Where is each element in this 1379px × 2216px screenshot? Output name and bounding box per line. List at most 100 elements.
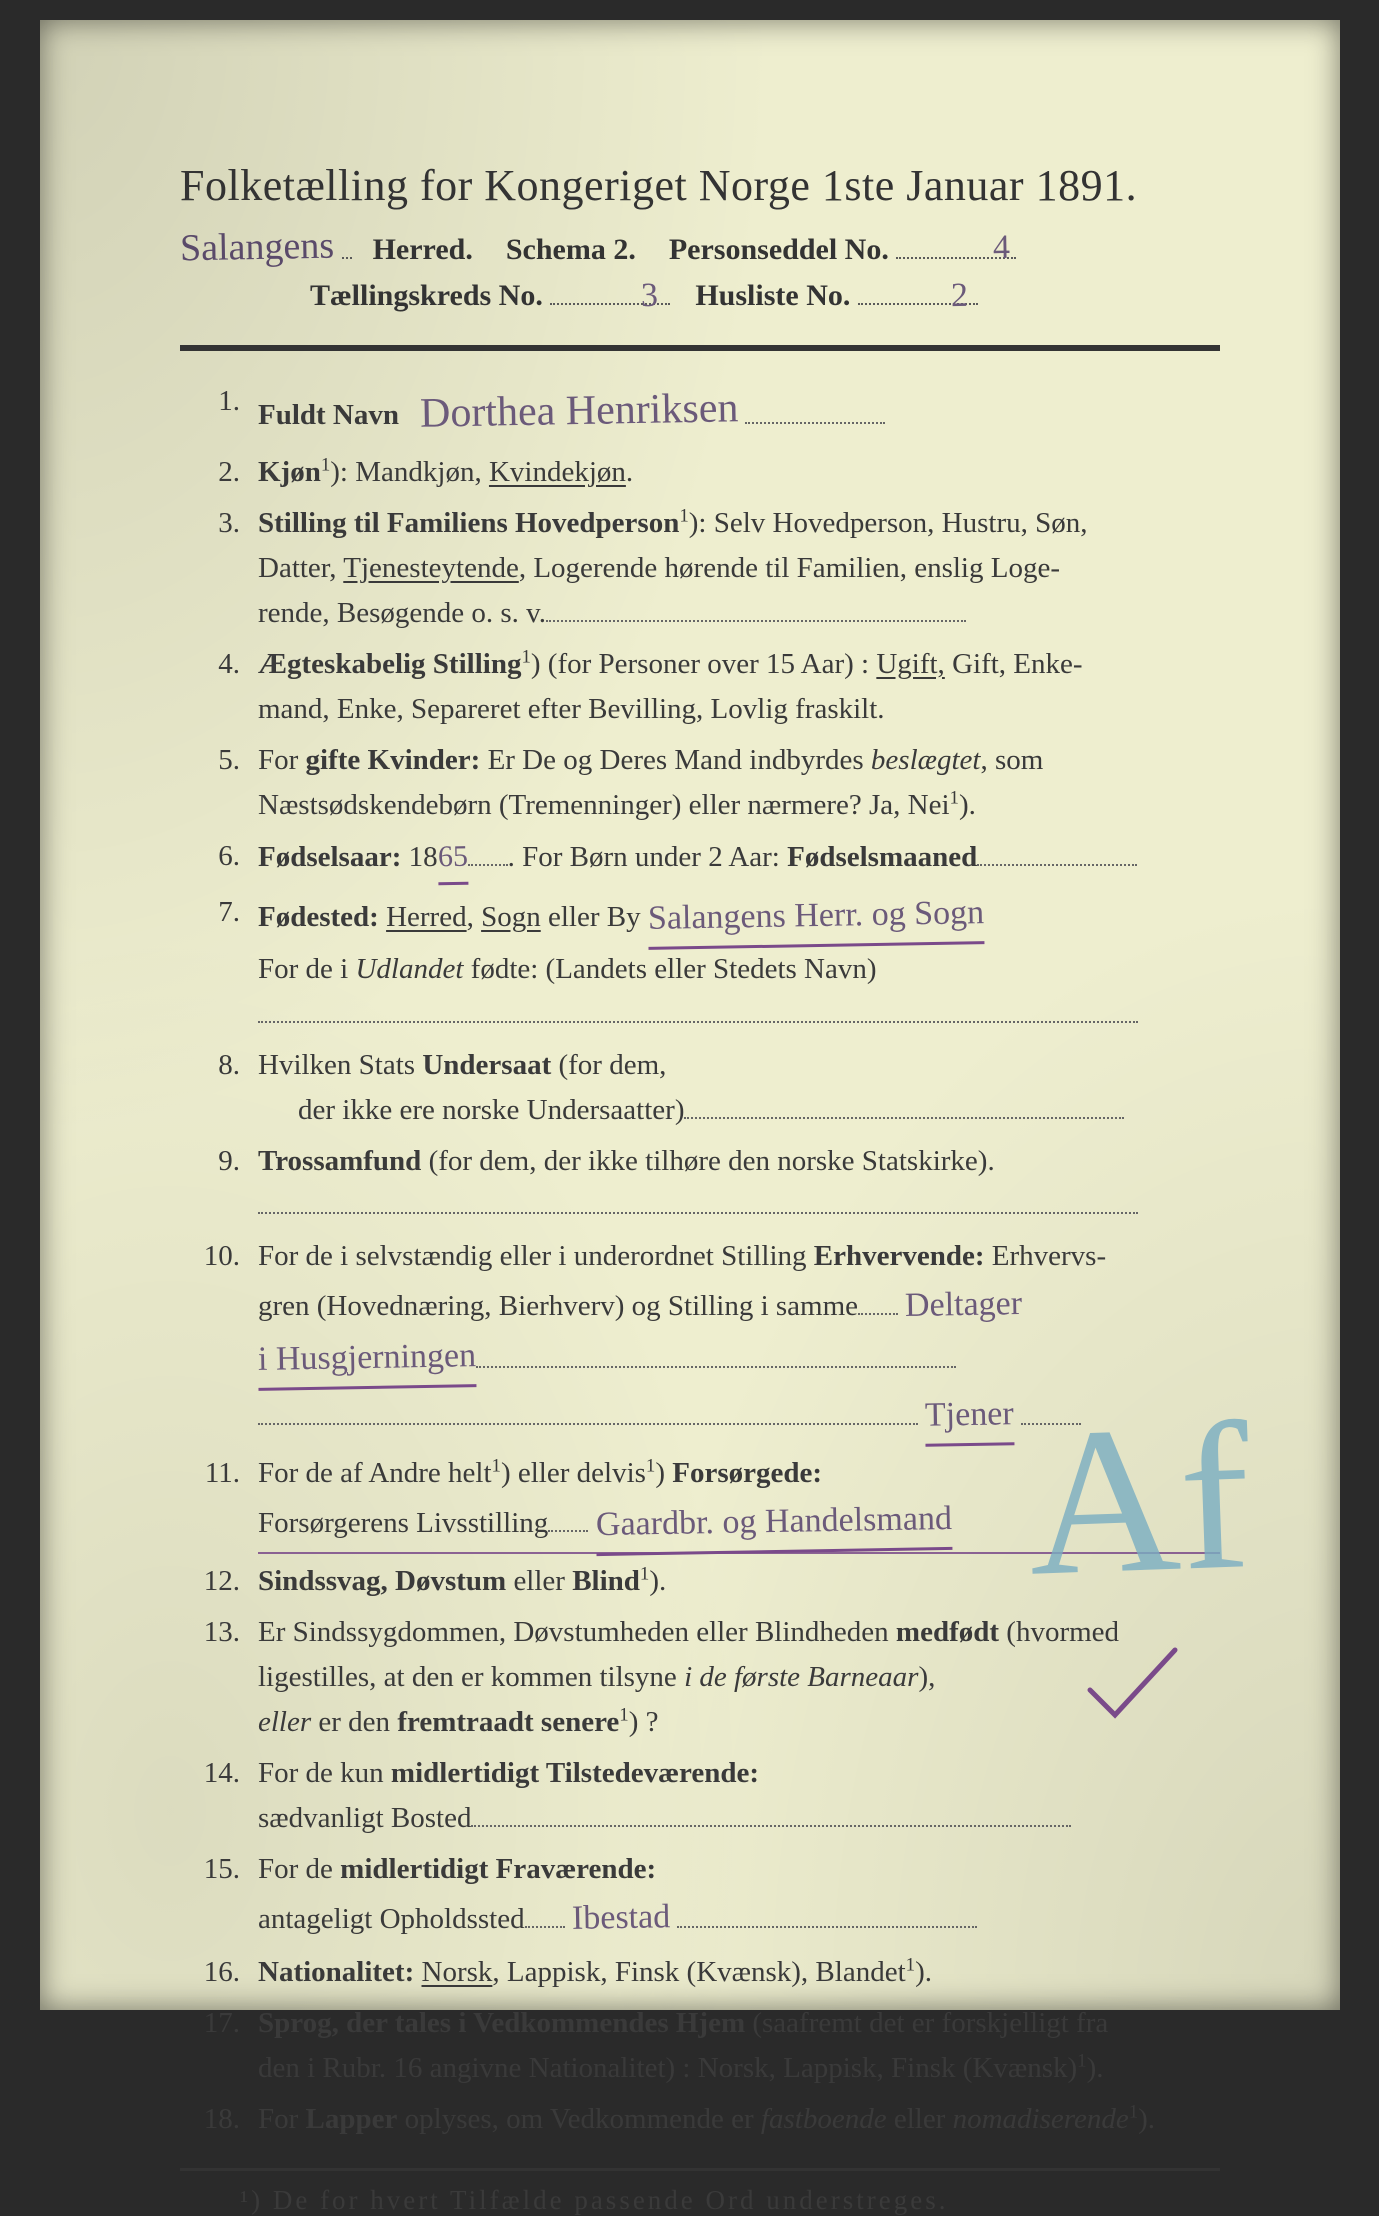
item-no: 15. <box>180 1847 258 1945</box>
label: gifte Kvinder: <box>306 744 481 776</box>
name-handwriting: Dorthea Henriksen <box>419 376 738 447</box>
personseddel-label: Personseddel No. <box>669 233 889 266</box>
item-no: 10. <box>180 1234 258 1445</box>
text: , Logerende hørende til Familien, enslig… <box>519 552 1060 584</box>
item-5: 5. For gifte Kvinder: Er De og Deres Man… <box>180 738 1220 828</box>
text: ). <box>959 789 976 821</box>
form-items: 1. Fuldt Navn Dorthea Henriksen 2. Kjøn1… <box>180 379 1220 2142</box>
text: For <box>258 2103 306 2135</box>
text: ligestilles, at den er kommen tilsyne <box>258 1661 684 1693</box>
item-6: 6. Fødselsaar: 1865. For Børn under 2 Aa… <box>180 834 1220 885</box>
label: Erhvervende: <box>814 1240 985 1272</box>
item-no: 17. <box>180 2001 258 2091</box>
item-15: 15. For de midlertidigt Fraværende: anta… <box>180 1847 1220 1945</box>
schema-label: Schema 2. <box>506 233 636 266</box>
item-9: 9. Trossamfund (for dem, der ikke tilhør… <box>180 1139 1220 1229</box>
text: fødte: (Landets eller Stedets Navn) <box>463 953 876 985</box>
item-no: 2. <box>180 450 258 495</box>
item-no: 14. <box>180 1751 258 1841</box>
label: Forsørgede: <box>672 1457 822 1489</box>
text: antageligt Opholdssted <box>258 1903 525 1935</box>
text: ): Mandkjøn, <box>330 456 489 488</box>
text: eller <box>887 2103 953 2135</box>
label: Ægteskabelig Stilling <box>258 648 521 680</box>
text: Erhvervs- <box>985 1240 1107 1272</box>
text: gren (Hovednæring, Bierhverv) og Stillin… <box>258 1290 858 1322</box>
text: For de af Andre helt <box>258 1457 492 1489</box>
content-area: Folketælling for Kongeriget Norge 1ste J… <box>180 160 1220 1910</box>
purple-underline <box>258 1552 1220 1554</box>
text: For de i selvstændig eller i underordnet… <box>258 1240 814 1272</box>
item-no: 16. <box>180 1950 258 1995</box>
item-no: 11. <box>180 1451 258 1553</box>
text-italic: i de første Barneaar <box>684 1661 918 1693</box>
occupation-hw-2: i Husgjerningen <box>258 1330 477 1390</box>
text-italic: beslægtet <box>871 744 981 776</box>
item-3: 3. Stilling til Familiens Hovedperson1):… <box>180 501 1220 636</box>
text: sædvanligt Bosted <box>258 1802 471 1834</box>
text: (saafremt det er forskjelligt fra <box>745 2007 1108 2039</box>
sel-norsk: Norsk <box>422 1956 493 1988</box>
herred-handwriting: Salangens <box>180 224 335 271</box>
text: For de kun <box>258 1757 391 1789</box>
text: eller By <box>541 901 648 933</box>
item-no: 9. <box>180 1139 258 1229</box>
label: fremtraadt senere <box>397 1706 619 1738</box>
text: For de i <box>258 953 355 985</box>
tkreds-label: Tællingskreds No. <box>310 279 543 312</box>
text: Er De og Deres Mand indbyrdes <box>480 744 871 776</box>
label: Undersaat <box>422 1049 551 1081</box>
text: Forsørgerens Livsstilling <box>258 1507 548 1539</box>
item-18: 18. For Lapper oplyses, om Vedkommende e… <box>180 2097 1220 2142</box>
text: mand, Enke, Separeret efter Bevilling, L… <box>258 693 885 725</box>
text-italic: fastboende <box>761 2103 887 2135</box>
sel-sogn: Sogn <box>481 901 541 933</box>
item-no: 6. <box>180 834 258 885</box>
item-no: 12. <box>180 1559 258 1604</box>
text: ): Selv Hovedperson, Hustru, Søn, <box>689 507 1088 539</box>
item-no: 7. <box>180 890 258 1037</box>
text: Gift, Enke- <box>945 648 1083 680</box>
text: oplyses, om Vedkommende er <box>397 2103 761 2135</box>
text: ), <box>918 1661 935 1693</box>
document-page: Folketælling for Kongeriget Norge 1ste J… <box>40 20 1340 2010</box>
text: den i Rubr. 16 angivne Nationalitet) : N… <box>258 2052 1077 2084</box>
sel-herred: Herred <box>386 901 467 933</box>
herred-label: Herred. <box>373 233 473 266</box>
header-line-2: Tællingskreds No. 3 Husliste No. 2 <box>180 279 1220 325</box>
item-8: 8. Hvilken Stats Undersaat (for dem, der… <box>180 1043 1220 1133</box>
item-14: 14. For de kun midlertidigt Tilstedevære… <box>180 1751 1220 1841</box>
text: ). <box>915 1956 932 1988</box>
selected-tjenesteytende: Tjenesteytende <box>343 552 519 584</box>
item-10: 10. For de i selvstændig eller i underor… <box>180 1234 1220 1445</box>
item-1: 1. Fuldt Navn Dorthea Henriksen <box>180 379 1220 444</box>
label: Fødested: <box>258 901 379 933</box>
rule-thick <box>180 345 1220 351</box>
text: ). <box>649 1565 666 1597</box>
item-no: 13. <box>180 1610 258 1745</box>
text: ) <box>655 1457 672 1489</box>
label: midlertidigt Fraværende: <box>340 1853 656 1885</box>
title: Folketælling for Kongeriget Norge 1ste J… <box>180 160 1220 211</box>
item-11: 11. For de af Andre helt1) eller delvis1… <box>180 1451 1220 1553</box>
text <box>414 1956 421 1988</box>
text: ) (for Personer over 15 Aar) : <box>531 648 876 680</box>
text: (for dem, der ikke tilhøre den norske St… <box>421 1145 994 1177</box>
birthyear-hw: 65 <box>437 833 468 884</box>
label: Nationalitet: <box>258 1956 414 1988</box>
text: , som <box>980 744 1043 776</box>
text: er den <box>311 1706 397 1738</box>
item-4: 4. Ægteskabelig Stilling1) (for Personer… <box>180 642 1220 732</box>
selected-kvindekjon: Kvindekjøn <box>489 456 626 488</box>
label: Trossamfund <box>258 1145 421 1177</box>
husliste-label: Husliste No. <box>695 279 850 312</box>
label: Blind <box>572 1565 640 1597</box>
text: (hvormed <box>999 1616 1119 1648</box>
text-italic: Udlandet <box>355 953 463 985</box>
label: Fødselsmaaned <box>787 841 977 873</box>
tkreds-no: 3 <box>641 277 659 315</box>
text: eller <box>506 1565 572 1597</box>
label: midlertidigt Tilstedeværende: <box>391 1757 759 1789</box>
text <box>379 901 386 933</box>
text: . <box>626 456 633 488</box>
